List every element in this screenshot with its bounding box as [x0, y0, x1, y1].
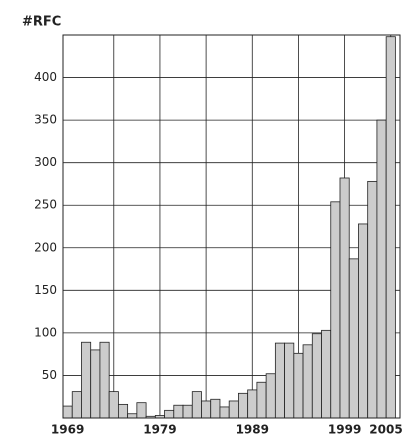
x-tick-label: 1999	[328, 423, 361, 437]
bar	[376, 119, 387, 419]
x-tick-label: 1989	[236, 423, 269, 437]
bar	[164, 409, 175, 419]
y-tick-label: 150	[34, 283, 57, 297]
y-tick-label: 50	[42, 368, 57, 382]
y-tick-label: 300	[34, 155, 57, 169]
bar	[358, 223, 369, 419]
plot-frame	[62, 34, 401, 419]
x-tick-label: 1979	[143, 423, 176, 437]
bar	[367, 180, 378, 419]
bar	[228, 400, 239, 419]
bar	[71, 391, 82, 419]
x-tick-label: 2005	[369, 423, 402, 437]
y-tick-label: 350	[34, 113, 57, 127]
bar	[284, 342, 295, 419]
y-tick-label: 400	[34, 70, 57, 84]
bar	[117, 403, 129, 419]
bar	[90, 349, 101, 419]
bar	[321, 329, 332, 419]
y-axis-label: #RFC	[22, 15, 61, 30]
bar	[238, 392, 249, 419]
bar	[219, 406, 230, 419]
bar	[385, 36, 396, 419]
bar	[173, 404, 184, 419]
bar	[201, 400, 212, 419]
bar	[99, 341, 110, 419]
bar	[191, 391, 202, 419]
y-tick-label: 200	[34, 240, 57, 254]
bar	[274, 342, 285, 419]
bar	[256, 381, 267, 419]
bar	[339, 177, 350, 419]
bar	[127, 413, 138, 419]
y-tick-label: 250	[34, 198, 57, 212]
bar	[81, 341, 92, 419]
bar	[265, 373, 276, 419]
bar	[136, 402, 147, 419]
bar	[293, 352, 304, 419]
x-tick-label: 1969	[51, 423, 84, 437]
y-tick-label: 100	[34, 325, 57, 339]
bar	[210, 398, 221, 419]
bar	[348, 258, 359, 419]
bar	[302, 344, 313, 419]
bar	[330, 201, 341, 419]
bar	[62, 405, 73, 419]
bar	[247, 389, 258, 419]
bar	[311, 333, 322, 419]
bar	[108, 391, 119, 419]
bar	[182, 404, 193, 419]
